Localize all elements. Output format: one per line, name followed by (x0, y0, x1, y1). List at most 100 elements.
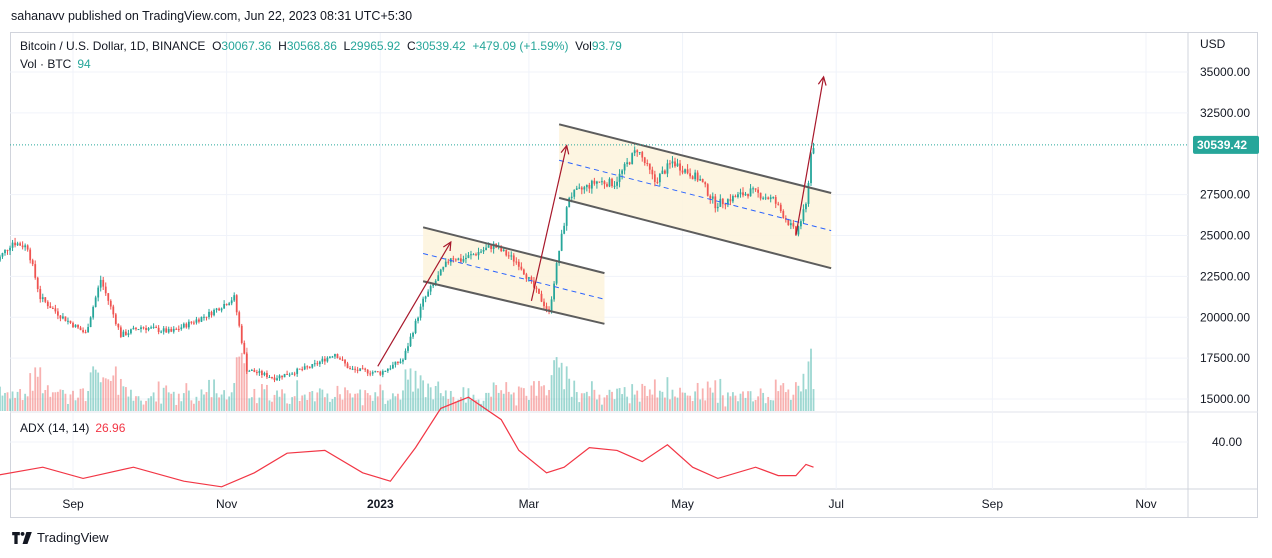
candle-body (140, 327, 142, 330)
volume-bar (258, 397, 261, 411)
candle-body (480, 251, 482, 253)
volume-bar (215, 393, 218, 411)
volume-bar (633, 394, 636, 411)
candle-body (369, 373, 372, 375)
candle-body (626, 162, 629, 165)
candle-body (14, 242, 16, 246)
volume-bar (636, 390, 639, 411)
volume-bar (470, 399, 472, 411)
candle-body (381, 371, 384, 375)
volume-bar (580, 393, 583, 411)
open-key: O (212, 39, 222, 53)
high-key: H (278, 39, 287, 53)
candle-body (291, 373, 294, 375)
trend-arrow (530, 145, 568, 302)
candle-body (623, 164, 626, 171)
footer-brand[interactable]: TradingView (12, 530, 109, 545)
candle-body (379, 371, 382, 375)
volume-bar (394, 396, 397, 411)
candle-body (135, 327, 137, 330)
candle-body (145, 328, 147, 331)
volume-bar (734, 395, 737, 411)
candle-body (492, 243, 495, 250)
time-tick-label: Nov (1135, 497, 1156, 511)
volume-bar (0, 386, 1, 411)
volume-bar (716, 402, 719, 411)
candle-body (276, 378, 278, 381)
candle-body (316, 363, 319, 365)
candle-body (92, 306, 95, 318)
volume-bar (72, 390, 74, 411)
candle-body (331, 356, 334, 358)
volume-bar (145, 400, 147, 411)
volume-bar (180, 401, 183, 411)
volume-bar (140, 400, 142, 411)
footer-brand-label: TradingView (37, 530, 109, 545)
volume-bar (754, 399, 757, 411)
candle-body (530, 277, 533, 281)
candle-body (570, 196, 573, 198)
candle-body (308, 366, 311, 368)
volume-bar (485, 392, 487, 411)
candle-body (664, 170, 666, 174)
volume-legend-value: 94 (77, 57, 91, 71)
candle-body (160, 331, 163, 333)
candle-body (311, 364, 314, 368)
volume-bar (46, 385, 49, 411)
adx-legend[interactable]: ADX (14, 14) 26.96 (20, 421, 125, 435)
volume-bar (205, 392, 208, 411)
candle-body (97, 287, 100, 298)
volume-bar (631, 384, 634, 411)
volume-bar (104, 378, 107, 411)
symbol-label[interactable]: Bitcoin / U.S. Dollar, 1D, BINANCE (20, 39, 206, 53)
volume-bar (349, 393, 351, 411)
candle-body (452, 258, 455, 260)
volume-bar (787, 389, 790, 411)
candle-body (225, 303, 228, 306)
volume-bar (704, 400, 707, 411)
time-tick-label: Sep (982, 497, 1004, 511)
candle-body (729, 199, 732, 202)
volume-bar (573, 380, 576, 411)
candle-body (79, 327, 82, 331)
channel-upper-line (422, 226, 605, 275)
volume-bar (726, 392, 729, 411)
change-value: +479.09 (+1.59%) (472, 39, 569, 53)
volume-bar (709, 387, 712, 411)
candle-body (109, 300, 112, 307)
candle-body (696, 172, 699, 181)
volume-bar (759, 388, 762, 411)
volume-bar (601, 404, 603, 411)
candle-body (87, 327, 90, 333)
candle-body (800, 221, 802, 227)
volume-bar (729, 396, 732, 411)
volume-bar (777, 391, 780, 411)
volume-bar (359, 389, 362, 411)
volume-bar (293, 396, 296, 411)
candle-body (447, 261, 450, 263)
candle-body (268, 377, 271, 379)
candle-body (706, 184, 709, 196)
volume-bar (361, 405, 364, 411)
volume-legend[interactable]: Vol · BTC 94 (20, 57, 91, 71)
last-price-label: 30539.42 (1197, 138, 1247, 152)
volume-bar (308, 391, 311, 411)
candle-body (130, 329, 132, 334)
candle-body (67, 320, 69, 322)
candle-body (699, 179, 702, 181)
candle-body (686, 169, 689, 174)
volume-bar (449, 390, 452, 411)
volume-bar (172, 391, 175, 411)
volume-bar (412, 391, 414, 411)
candle-body (36, 277, 39, 290)
volume-bar (590, 381, 593, 411)
candle-body (540, 293, 543, 302)
candle-body (658, 173, 661, 183)
candle-body (258, 371, 261, 373)
volume-bar (26, 396, 29, 411)
candle-body (167, 328, 170, 333)
candle-body (205, 316, 208, 318)
candle-body (653, 174, 656, 182)
candle-body (283, 373, 286, 378)
